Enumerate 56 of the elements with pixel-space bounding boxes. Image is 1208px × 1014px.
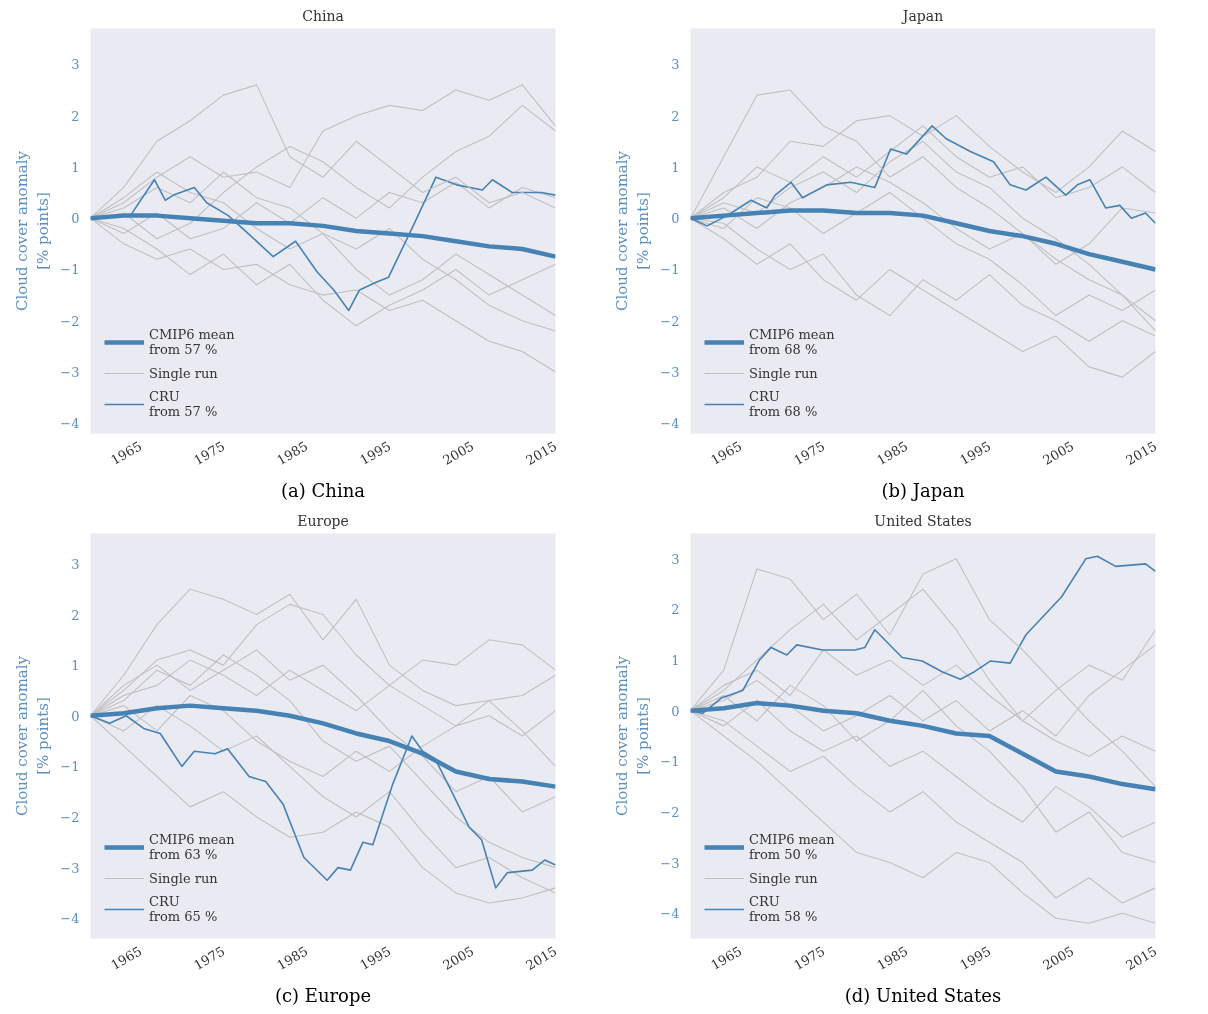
y-tick-label: −2 [60,810,80,825]
legend-label: Single run [149,869,218,887]
text: (a) China [281,479,366,501]
text: (c) Europe [274,984,372,1006]
y-axis-title: Cloud cover anomaly [% points] [12,150,53,312]
y-tick-label: −2 [660,804,680,820]
y-tick-label: 2 [71,108,80,124]
y-tick-label: 2 [671,108,680,124]
y-tick-label: 0 [671,703,680,719]
y-axis-title: Cloud cover anomaly [% points] [612,655,653,817]
y-tick-label: 2 [71,607,80,623]
legend-label: CRU from 57 % [149,389,218,419]
y-tick-label: −1 [60,759,80,775]
y-tick-label: −4 [660,906,680,922]
text: (b) Japan [881,479,965,501]
y-tick-label: −4 [660,416,680,432]
y-tick-label: 3 [671,551,680,567]
y-tick-label: −1 [660,754,680,770]
chart-title: China [302,7,344,24]
legend-label: Single run [149,364,218,382]
legend-label: CMIP6 mean from 63 % [149,832,235,862]
y-axis-title: Cloud cover anomaly [% points] [12,655,53,817]
legend-label: CMIP6 mean from 50 % [749,832,835,862]
legend-label: Single run [749,869,818,887]
y-tick-label: −3 [60,364,80,380]
y-axis-title: Cloud cover anomaly [% points] [612,150,653,312]
legend-label: CRU from 65 % [149,894,218,924]
y-tick-label: −2 [60,313,80,329]
y-tick-label: 0 [71,708,80,724]
chart-title: United States [874,512,972,529]
y-tick-label: −2 [660,313,680,329]
y-tick-label: 2 [671,602,680,618]
y-tick-label: 1 [71,658,80,674]
y-tick-label: 1 [71,159,80,175]
chart-title: Europe [297,512,349,529]
chart-title: Japan [900,7,944,24]
y-tick-label: 1 [671,653,680,669]
y-tick-label: 3 [71,556,80,572]
y-tick-label: 3 [671,57,680,73]
y-tick-label: −1 [660,262,680,278]
y-tick-label: −1 [60,262,80,278]
y-tick-label: 1 [671,159,680,175]
legend-label: CMIP6 mean from 68 % [749,327,835,357]
legend-label: CMIP6 mean from 57 % [149,327,235,357]
legend-label: Single run [749,364,818,382]
y-tick-label: −3 [60,860,80,876]
y-tick-label: 3 [71,57,80,73]
legend-label: CRU from 58 % [749,894,818,924]
y-tick-label: −3 [660,855,680,871]
text: (d) United States [844,984,1002,1006]
y-tick-label: 0 [671,211,680,227]
y-tick-label: −4 [60,911,80,927]
y-tick-label: −3 [660,364,680,380]
y-tick-label: −4 [60,416,80,432]
y-tick-label: 0 [71,211,80,227]
legend-label: CRU from 68 % [749,389,818,419]
